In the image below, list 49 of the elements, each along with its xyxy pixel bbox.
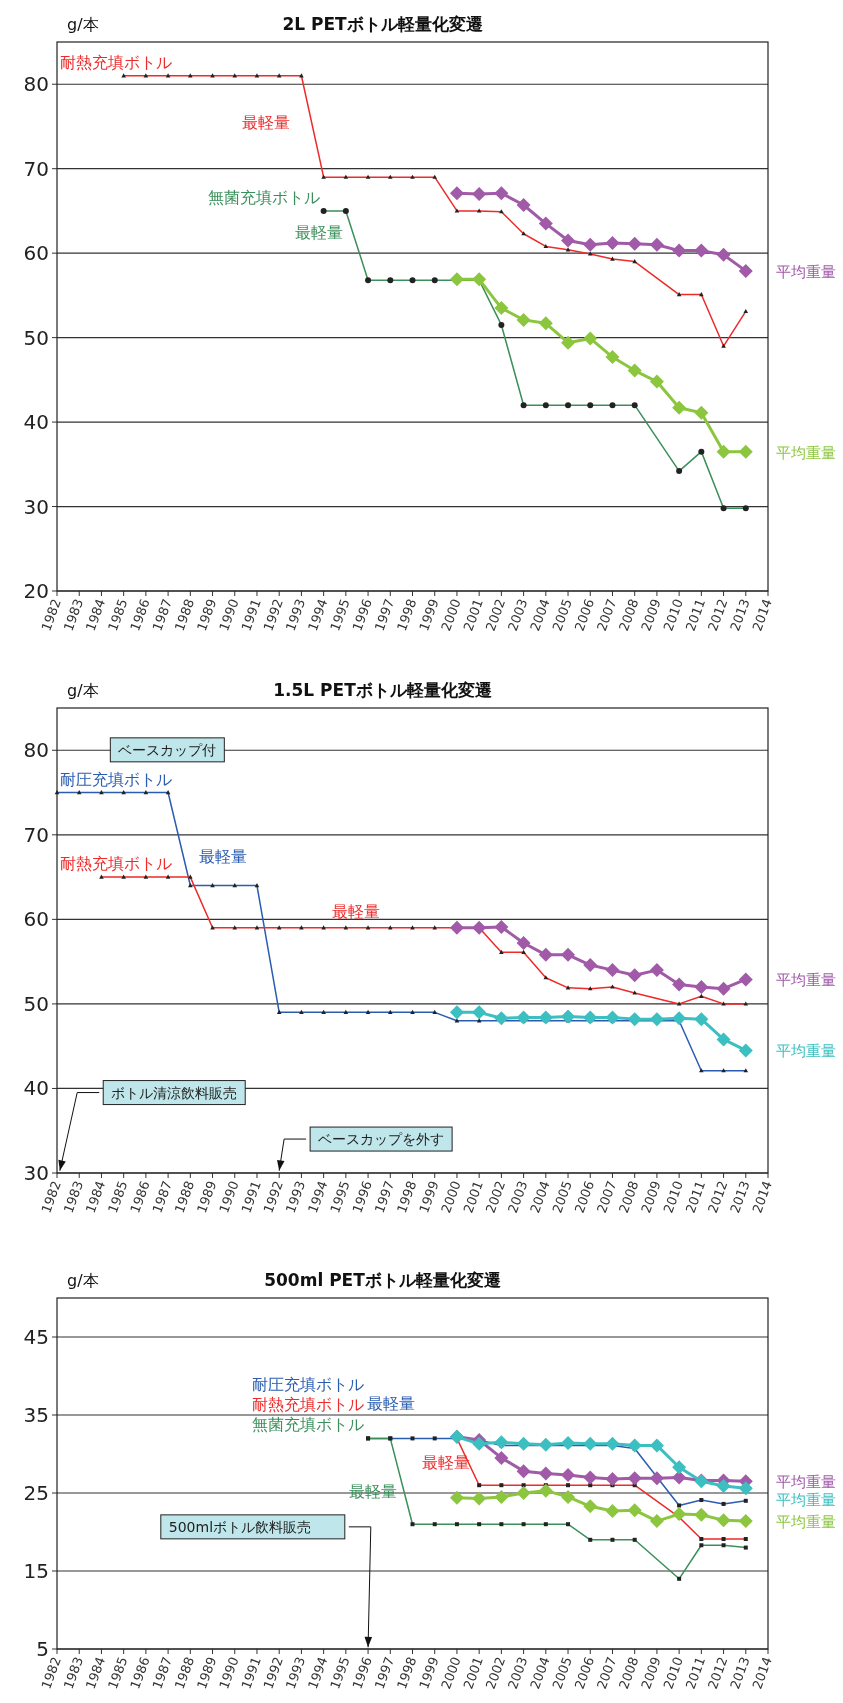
y-tick-label: 15 xyxy=(23,1559,49,1583)
series-label: 平均重量 xyxy=(776,1491,836,1510)
y-tick-label: 40 xyxy=(23,410,49,435)
y-tick-label: 60 xyxy=(23,907,49,932)
chart-title: 500ml PETボトル軽量化変遷 xyxy=(264,1270,501,1290)
annotation: ベースカップを外す xyxy=(318,1131,445,1148)
text: 耐熱充填ボトル xyxy=(252,1395,365,1415)
series-label: 無菌充填ボトル xyxy=(252,1415,365,1435)
text: 耐圧充填ボトル xyxy=(252,1375,365,1395)
series-label: 無菌充填ボトル xyxy=(207,187,320,207)
y-tick-label: 25 xyxy=(23,1481,49,1505)
y-tick-label: 45 xyxy=(23,1325,49,1349)
y-tick-label: 5 xyxy=(36,1637,49,1661)
chart-title: 2L PETボトル軽量化変遷 xyxy=(282,14,483,34)
y-tick-label: 35 xyxy=(23,1403,49,1427)
annotation: 500mlボトル飲料販売 xyxy=(168,1518,312,1535)
annotation: 最軽量 xyxy=(295,222,344,242)
y-axis-title: g/本 xyxy=(67,681,99,700)
annotation: 最軽量 xyxy=(242,113,291,133)
annotation: 最軽量 xyxy=(331,901,380,921)
annotation: ベースカップ付 xyxy=(118,741,217,758)
y-tick-label: 80 xyxy=(23,72,49,97)
y-axis-title: g/本 xyxy=(67,1271,99,1290)
series-label: 平均重量 xyxy=(776,971,836,990)
y-tick-label: 30 xyxy=(23,494,49,519)
y-tick-label: 80 xyxy=(23,738,49,763)
series-label: 耐圧充填ボトル xyxy=(59,769,172,789)
annotation: 最軽量 xyxy=(421,1452,470,1472)
y-tick-label: 50 xyxy=(23,991,49,1016)
y-tick-label: 50 xyxy=(23,325,49,350)
y-tick-label: 70 xyxy=(23,156,49,181)
y-tick-label: 30 xyxy=(23,1161,49,1185)
y-tick-label: 40 xyxy=(23,1076,49,1101)
series-label: 平均重量 xyxy=(776,1042,836,1061)
series-label: 平均重量 xyxy=(776,1513,836,1532)
series-label: 平均重量 xyxy=(776,443,836,462)
y-tick-label: 20 xyxy=(23,579,49,603)
annotation: 最軽量 xyxy=(348,1481,397,1501)
y-tick-label: 70 xyxy=(23,822,49,847)
annotation: ボトル清涼飲料販売 xyxy=(111,1084,238,1101)
series-label: 耐熱充填ボトル xyxy=(59,854,172,874)
series-label: 平均重量 xyxy=(776,262,836,281)
y-tick-label: 60 xyxy=(23,241,49,266)
y-axis-title: g/本 xyxy=(67,15,99,34)
annotation: 最軽量 xyxy=(367,1394,416,1414)
annotation: 最軽量 xyxy=(199,846,248,866)
series-label: 平均重量 xyxy=(776,1473,836,1492)
chart-title: 1.5L PETボトル軽量化変遷 xyxy=(273,680,492,700)
series-label: 耐熱充填ボトル xyxy=(59,52,172,72)
